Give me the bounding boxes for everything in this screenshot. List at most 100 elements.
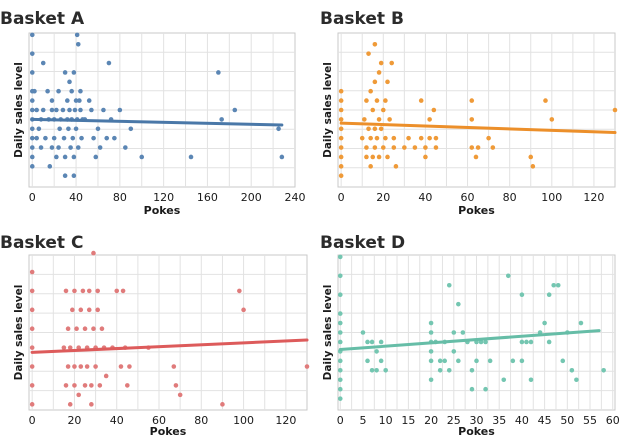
data-point (76, 392, 81, 398)
x-tick-label: 40 (110, 414, 124, 427)
data-point (337, 396, 343, 401)
data-point (82, 383, 88, 388)
data-point (62, 154, 68, 160)
data-point (372, 126, 378, 132)
data-point (431, 107, 437, 113)
x-tick-label: 45 (538, 414, 552, 427)
data-point (372, 145, 378, 150)
points-group (337, 254, 606, 401)
data-point (437, 358, 443, 364)
data-point (29, 164, 35, 169)
data-point (378, 358, 384, 364)
data-point (54, 154, 59, 160)
data-point (601, 368, 606, 373)
data-point (112, 135, 117, 141)
data-point (393, 164, 399, 169)
data-point (71, 70, 77, 75)
data-point (29, 70, 35, 75)
data-point (84, 364, 90, 369)
data-point (68, 145, 73, 150)
data-point (232, 107, 238, 113)
data-point (446, 368, 452, 373)
data-point (428, 320, 434, 326)
data-point (383, 135, 388, 141)
x-tick-label: 20 (67, 414, 81, 427)
data-point (91, 250, 96, 256)
data-point (29, 326, 35, 332)
data-point (372, 41, 378, 47)
panel-3: Basket C Daily sales level 0 20 40 60 80 100 120… (0, 233, 310, 438)
data-point (337, 377, 343, 383)
data-point (29, 98, 35, 103)
data-point (418, 135, 424, 141)
data-point (505, 273, 511, 279)
data-point (374, 349, 379, 354)
data-point (70, 307, 75, 313)
data-point (34, 135, 39, 141)
data-point (338, 88, 344, 94)
data-point (337, 273, 343, 279)
data-point (62, 173, 68, 179)
data-point (65, 364, 71, 369)
data-point (451, 349, 457, 354)
data-point (528, 154, 534, 160)
x-tick-label: 55 (583, 414, 597, 427)
data-point (378, 339, 384, 345)
x-tick-label: 40 (418, 191, 432, 204)
data-point (337, 386, 343, 392)
data-point (549, 117, 555, 122)
data-point (65, 326, 71, 332)
trend-line (30, 338, 309, 354)
data-point (47, 164, 53, 169)
data-point (337, 292, 343, 297)
data-point (469, 386, 475, 392)
x-tick-label: 60 (606, 414, 619, 427)
data-point (125, 383, 130, 388)
data-point (546, 339, 552, 345)
data-point (362, 117, 367, 122)
data-point (560, 358, 566, 364)
data-point (368, 164, 373, 169)
data-point (383, 98, 388, 103)
data-point (366, 51, 371, 56)
data-point (67, 107, 72, 113)
data-point (95, 307, 101, 313)
data-point (387, 117, 392, 122)
data-point (188, 154, 194, 160)
data-point (374, 98, 380, 103)
chart-title: Basket A (0, 9, 85, 29)
data-point (612, 107, 618, 113)
data-point (551, 282, 556, 288)
data-point (338, 107, 344, 113)
x-tick-label: 40 (515, 414, 529, 427)
data-point (36, 126, 42, 132)
data-point (97, 145, 103, 150)
data-point (127, 364, 132, 369)
data-point (364, 98, 369, 103)
data-point (368, 88, 373, 94)
x-tick-label: 120 (275, 414, 296, 427)
x-tick-label: 50 (560, 414, 574, 427)
data-point (29, 154, 35, 160)
data-point (173, 383, 179, 388)
data-point (433, 145, 439, 150)
data-point (29, 402, 35, 407)
data-point (402, 145, 407, 150)
data-point (69, 88, 74, 94)
data-point (370, 107, 376, 113)
panel-1: Basket A Daily sales level 0 40 80 120 160 200 2… (0, 9, 306, 217)
data-point (391, 145, 397, 150)
data-point (128, 126, 134, 132)
data-point (546, 292, 552, 297)
data-point (442, 358, 448, 364)
data-point (34, 107, 39, 113)
x-tick-label: 60 (461, 191, 475, 204)
data-point (139, 154, 145, 160)
data-point (418, 98, 424, 103)
data-point (29, 345, 35, 350)
data-point (71, 154, 77, 160)
data-point (337, 330, 343, 335)
data-point (114, 288, 120, 294)
x-tick-label: 120 (583, 191, 604, 204)
data-point (56, 88, 61, 94)
